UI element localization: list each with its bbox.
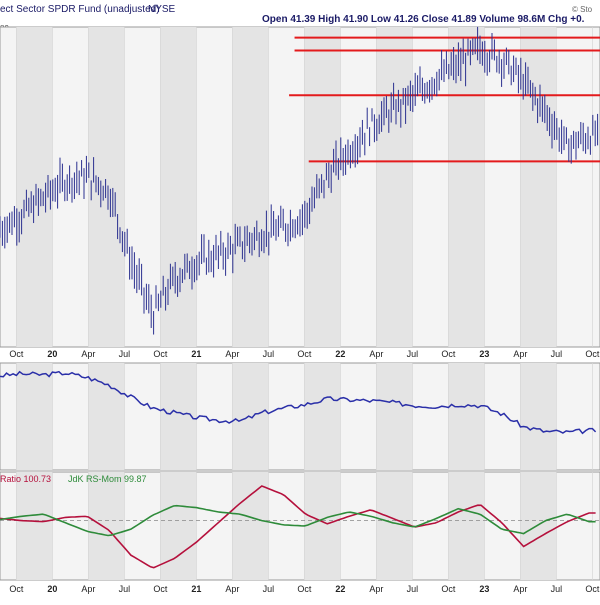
x-tick-label: 21 [191,349,201,359]
x-tick-label: Oct [153,349,168,359]
x-tick-label-bottom: Apr [513,584,527,594]
rrg-panel [0,471,600,581]
relative-strength-panel [0,362,600,471]
x-tick-label: 23 [479,349,489,359]
x-tick-label-bottom: 21 [191,584,201,594]
band [448,363,485,470]
x-tick-label: 20 [47,349,57,359]
x-tick-label-bottom: Apr [81,584,95,594]
rs-ratio-line [0,485,596,569]
band [520,27,557,347]
x-tick-label: Jul [407,349,419,359]
band [88,363,125,470]
x-tick-label: Jul [119,349,131,359]
x-tick-label-bottom: Jul [119,584,131,594]
exchange-label: NYSE [148,4,176,15]
band [304,27,341,347]
band [448,27,485,347]
band [160,363,197,470]
x-tick-label: 22 [335,349,345,359]
band [448,472,485,580]
x-tick-label: Apr [81,349,95,359]
x-tick-label-bottom: 23 [479,584,489,594]
band [376,363,413,470]
band [520,363,557,470]
x-tick-label-bottom: Oct [153,584,168,594]
rs-ratio-legend: Ratio 100.73 [0,474,51,484]
x-tick-label-bottom: Oct [297,584,312,594]
band [88,472,125,580]
watermark: © Sto [572,5,593,14]
x-tick-label: Oct [9,349,24,359]
x-tick-label: Apr [225,349,239,359]
band [16,363,53,470]
x-tick-label: Jul [551,349,563,359]
rs-momentum-line [0,504,596,537]
x-tick-label-bottom: Apr [225,584,239,594]
x-tick-label: Oct [585,349,600,359]
band [16,472,53,580]
x-tick-label-bottom: Oct [9,584,24,594]
band [160,472,197,580]
relative-strength-line [0,370,597,435]
band [304,472,341,580]
x-tick-label-bottom: 20 [47,584,57,594]
x-tick-label-bottom: Oct [585,584,600,594]
x-tick-label-bottom: Jul [407,584,419,594]
chart-title: ect Sector SPDR Fund (unadjusted) [0,4,160,15]
x-tick-label-bottom: 22 [335,584,345,594]
band [376,27,413,347]
x-tick-label-bottom: Jul [551,584,563,594]
band [520,472,557,580]
rs-momentum-legend: JdK RS-Mom 99.87 [68,474,147,484]
x-tick-label-bottom: Apr [369,584,383,594]
band [88,27,125,347]
price-panel: Oct 20 Apr Jul Oct 21 Apr Jul Oct 22 Apr Jul Oct 23 Ap… [0,26,600,594]
x-tick-label: Apr [369,349,383,359]
x-tick-label: Jul [263,349,275,359]
x-tick-label: Apr [513,349,527,359]
band [304,363,341,470]
band [232,472,269,580]
band [16,27,53,347]
x-tick-label: Oct [297,349,312,359]
ohlc-readout: Open 41.39 High 41.90 Low 41.26 Close 41… [262,14,585,25]
x-tick-label-bottom: Jul [263,584,275,594]
band [160,27,197,347]
x-tick-label-bottom: Oct [441,584,456,594]
x-tick-label: Oct [441,349,456,359]
band [232,27,269,347]
